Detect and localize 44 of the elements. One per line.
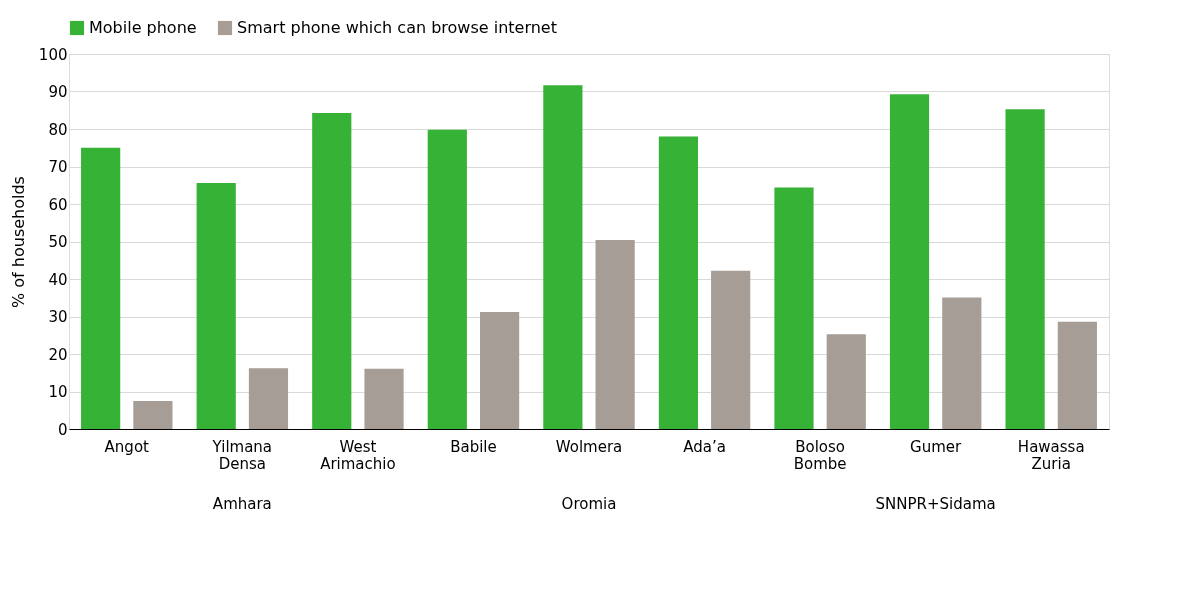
bar bbox=[1005, 109, 1045, 429]
bar bbox=[196, 183, 236, 429]
bar bbox=[81, 147, 121, 429]
bar bbox=[248, 368, 289, 429]
x-tick-label: Ada’a bbox=[683, 437, 726, 456]
bar bbox=[1057, 321, 1097, 429]
y-tick-label: 30 bbox=[48, 308, 68, 326]
x-tick-label: Yilmana Densa bbox=[211, 437, 273, 473]
legend-label: Mobile phone bbox=[89, 18, 197, 37]
bar bbox=[364, 368, 404, 429]
bar bbox=[774, 187, 814, 429]
y-tick-label: 20 bbox=[48, 345, 68, 364]
bar bbox=[312, 112, 352, 429]
x-tick-label: Hawassa Zuria bbox=[1017, 437, 1085, 473]
y-tick-label: 70 bbox=[48, 158, 68, 176]
bar bbox=[595, 240, 635, 429]
y-tick-label: 40 bbox=[48, 270, 68, 289]
text: SNNPR+Sidama bbox=[875, 495, 996, 513]
bar bbox=[479, 312, 520, 429]
bar bbox=[543, 85, 583, 429]
y-tick-label: 80 bbox=[48, 120, 68, 139]
bar bbox=[942, 297, 982, 429]
legend-label: Smart phone which can browse internet bbox=[237, 18, 557, 37]
text: Oromia bbox=[561, 495, 617, 513]
y-tick-label: 10 bbox=[48, 383, 68, 401]
bar bbox=[889, 94, 930, 429]
y-tick-label: 50 bbox=[48, 233, 68, 251]
y-tick-label: 60 bbox=[48, 195, 68, 214]
y-tick-label: 90 bbox=[48, 83, 68, 101]
bar bbox=[658, 136, 699, 429]
bar bbox=[826, 334, 866, 429]
y-tick-label: 100 bbox=[38, 45, 68, 64]
y-axis-title: % of households bbox=[8, 176, 28, 308]
x-tick-label: Gumer bbox=[910, 437, 963, 456]
text: Amhara bbox=[212, 495, 272, 513]
y-tick-label: 0 bbox=[57, 420, 68, 439]
bar bbox=[133, 400, 173, 429]
bar bbox=[427, 129, 467, 429]
bar bbox=[711, 270, 751, 429]
x-tick-label: Boloso Bombe bbox=[793, 437, 847, 473]
x-tick-label: Babile bbox=[450, 437, 497, 456]
x-tick-label: Angot bbox=[104, 437, 150, 456]
x-tick-label: West Arimachio bbox=[320, 437, 396, 473]
x-tick-label: Wolmera bbox=[555, 437, 623, 456]
